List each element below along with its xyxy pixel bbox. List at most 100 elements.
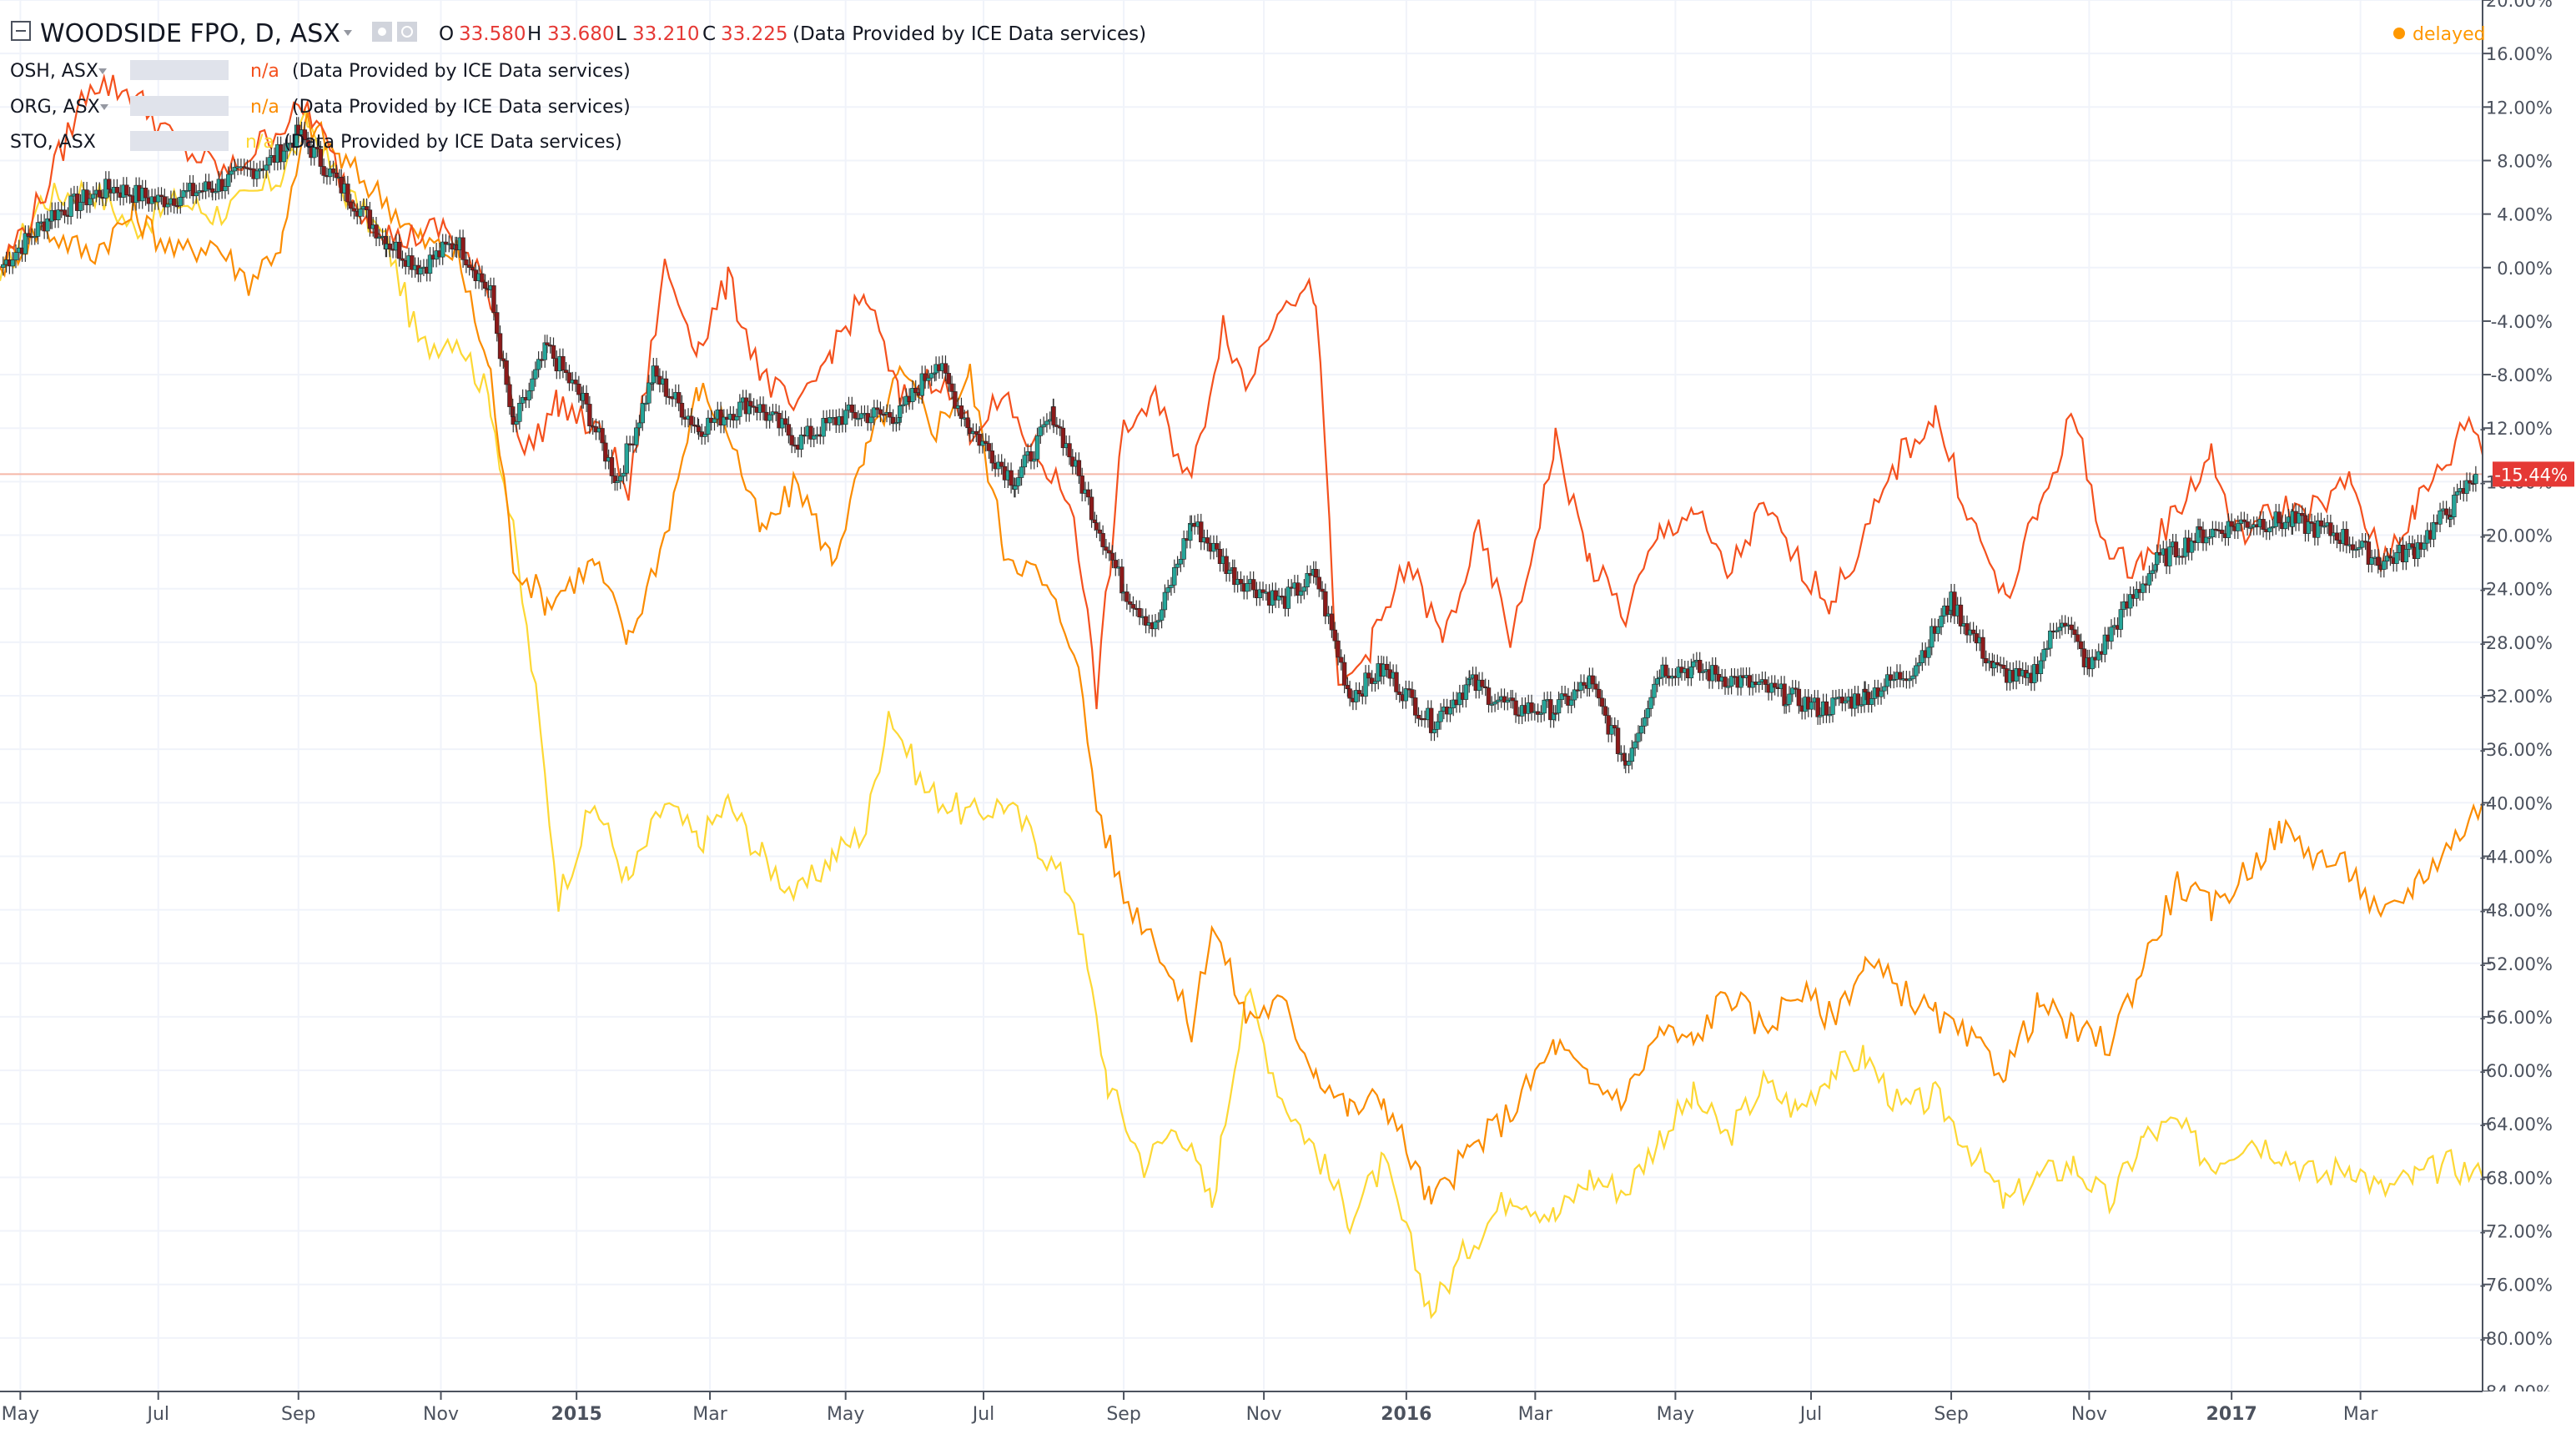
- candle-body: [464, 259, 469, 266]
- candle-body: [1054, 425, 1059, 427]
- candle-body: [1652, 683, 1657, 698]
- candle-body: [1562, 693, 1567, 697]
- row-actions-icons[interactable]: [130, 131, 229, 151]
- candle-body: [1301, 586, 1307, 592]
- candle-body: [986, 443, 992, 451]
- settings-icon[interactable]: [397, 22, 417, 42]
- candle-body: [624, 443, 630, 474]
- candle-body: [1038, 426, 1044, 436]
- candle-body: [2180, 556, 2185, 558]
- candle-body: [1793, 687, 1799, 690]
- x-tick-label: Sep: [281, 1404, 315, 1425]
- chevron-down-icon[interactable]: [100, 104, 108, 110]
- candle-body: [2431, 521, 2437, 540]
- candle-body: [828, 417, 833, 424]
- candle-body: [1127, 601, 1133, 605]
- main-symbol-label[interactable]: WOODSIDE FPO, D, ASX: [40, 19, 340, 48]
- candle-body: [621, 472, 626, 477]
- candle-body: [2069, 624, 2074, 631]
- candle-body: [2072, 629, 2077, 636]
- candle-body: [514, 421, 519, 425]
- x-tick-label: Nov: [423, 1404, 459, 1425]
- candle-body: [1965, 623, 1970, 636]
- y-axis-panel[interactable]: [2483, 0, 2576, 1429]
- candle-body: [302, 129, 308, 140]
- candle-body: [2387, 556, 2393, 558]
- candle-body: [13, 252, 18, 261]
- chevron-down-icon[interactable]: [98, 68, 107, 74]
- candle-body: [1022, 455, 1028, 468]
- candle-body: [2270, 526, 2276, 529]
- candle-body: [491, 285, 496, 313]
- comparison-symbol[interactable]: STO, ASX: [10, 132, 96, 153]
- candle-body: [2306, 521, 2312, 534]
- candle-body: [2454, 491, 2460, 496]
- collapse-icon[interactable]: [11, 21, 31, 41]
- candle-body: [507, 384, 512, 407]
- comparison-row-org[interactable]: ORG, ASX n/a (Data Provided by ICE Data …: [10, 96, 631, 118]
- ohlc-high-label: H: [527, 23, 541, 45]
- candle-body: [551, 345, 556, 360]
- x-tick-label: Jul: [971, 1404, 995, 1425]
- candle-body: [1159, 609, 1165, 621]
- candle-body: [2236, 523, 2241, 531]
- y-tick-label: -24.00%: [2479, 580, 2553, 600]
- row-actions-icons[interactable]: [130, 96, 229, 116]
- candle-body: [1884, 674, 1890, 687]
- candle-body: [1345, 685, 1351, 690]
- comparison-row-osh[interactable]: OSH, ASX n/a (Data Provided by ICE Data …: [10, 60, 631, 82]
- candle-body: [1827, 714, 1832, 717]
- candle-body: [946, 373, 951, 385]
- y-axis[interactable]: 20.00% 16.00% 12.00% 8.00% 4.00% 0.00% -4.00% -…: [2479, 0, 2576, 1429]
- chevron-down-icon[interactable]: [344, 30, 352, 36]
- candle-body: [1412, 697, 1418, 716]
- x-axis-panel[interactable]: [0, 1391, 2576, 1429]
- candle-body: [789, 435, 794, 445]
- candle-body: [1657, 677, 1663, 679]
- candle-body: [223, 186, 228, 192]
- candle-body: [1341, 662, 1347, 686]
- candle-body: [1639, 726, 1644, 734]
- candle-body: [536, 359, 541, 370]
- candle-body: [1089, 496, 1094, 521]
- candle-body: [910, 388, 915, 402]
- candle-body: [2452, 495, 2457, 517]
- comparison-symbol[interactable]: OSH, ASX: [10, 61, 98, 82]
- candle-body: [1615, 727, 1621, 754]
- candle-body: [1, 264, 6, 269]
- candle-body: [1633, 741, 1638, 749]
- comparison-symbol[interactable]: ORG, ASX: [10, 97, 100, 118]
- candle-body: [696, 426, 702, 432]
- candle-body: [1162, 591, 1168, 611]
- candle-body: [33, 236, 38, 239]
- candle-body: [1606, 715, 1611, 735]
- candle-body: [1723, 677, 1728, 687]
- candle-body: [2422, 542, 2427, 550]
- candle-body: [1697, 659, 1703, 673]
- candle-body: [2376, 556, 2381, 566]
- row-actions-icons[interactable]: [130, 60, 229, 80]
- x-axis[interactable]: May Jul Sep Nov 2015 Mar May Jul Sep Nov 2016 Mar Ma…: [0, 1391, 2576, 1429]
- candle-body: [1636, 732, 1641, 742]
- ohlc-open-value: 33.580: [459, 23, 526, 45]
- candle-body: [2309, 521, 2314, 524]
- comparison-provider: (Data Provided by ICE Data services): [292, 97, 631, 118]
- candle-body: [913, 388, 918, 393]
- y-tick-label: -4.00%: [2491, 312, 2553, 332]
- candle-body: [843, 410, 848, 425]
- candle-body: [1590, 675, 1595, 685]
- candle-body: [206, 181, 212, 190]
- candle-body: [190, 183, 196, 197]
- candle-body: [314, 147, 320, 149]
- candle-body: [977, 434, 982, 446]
- candle-body: [124, 184, 129, 195]
- candle-body: [26, 233, 31, 237]
- eye-icon[interactable]: [372, 22, 392, 42]
- candle-body: [2229, 521, 2234, 527]
- comparison-row-sto[interactable]: STO, ASX n/a (Data Provided by ICE Data …: [10, 131, 622, 153]
- candle-body: [1879, 690, 1884, 697]
- candle-body: [84, 189, 89, 205]
- candle-body: [868, 416, 873, 424]
